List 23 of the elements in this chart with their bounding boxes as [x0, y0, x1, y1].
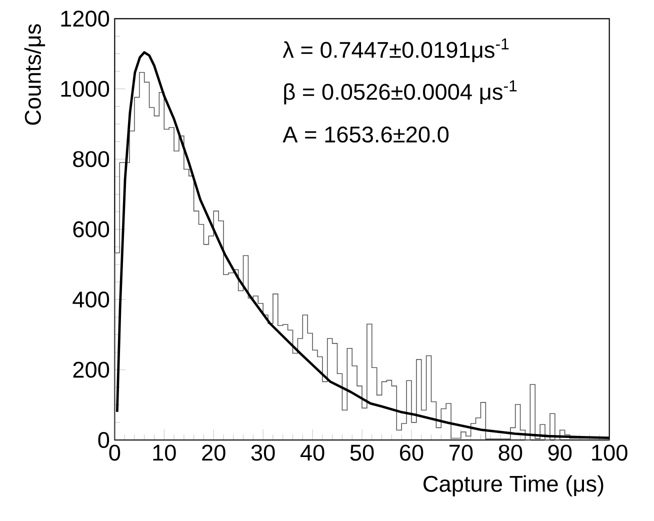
x-tick-label: 40 — [300, 444, 324, 461]
y-tick-label: 1200 — [61, 10, 110, 27]
x-tick-label: 80 — [498, 444, 522, 461]
x-axis-title: Capture Time (μs) — [424, 475, 604, 496]
y-axis-title: Counts/μs — [24, 24, 46, 125]
y-tick-label: 600 — [73, 221, 110, 238]
annotation: A = 1653.6±20.0 — [282, 126, 449, 143]
y-tick-label: 0 — [98, 432, 110, 448]
annotation: λ = 0.7447±0.0191μs$^{-1}$ — [282, 38, 509, 62]
y-tick-label: 800 — [73, 151, 110, 168]
x-tick-label: 70 — [449, 444, 473, 461]
x-tick-label: 30 — [251, 444, 275, 461]
x-tick-label: 100 — [592, 444, 628, 461]
x-tick-label: 50 — [350, 444, 374, 461]
x-tick-label: 10 — [153, 444, 176, 461]
x-tick-label: 20 — [202, 444, 226, 461]
x-tick-label: 60 — [400, 444, 424, 461]
y-tick-label: 1000 — [61, 80, 110, 97]
x-tick-label: 90 — [548, 444, 572, 461]
annotation: β = 0.0526±0.0004 μs$^{-1}$ — [284, 80, 517, 104]
x-tick-label: 0 — [109, 444, 120, 461]
y-tick-label: 200 — [73, 362, 110, 378]
y-tick-label: 400 — [72, 292, 110, 308]
